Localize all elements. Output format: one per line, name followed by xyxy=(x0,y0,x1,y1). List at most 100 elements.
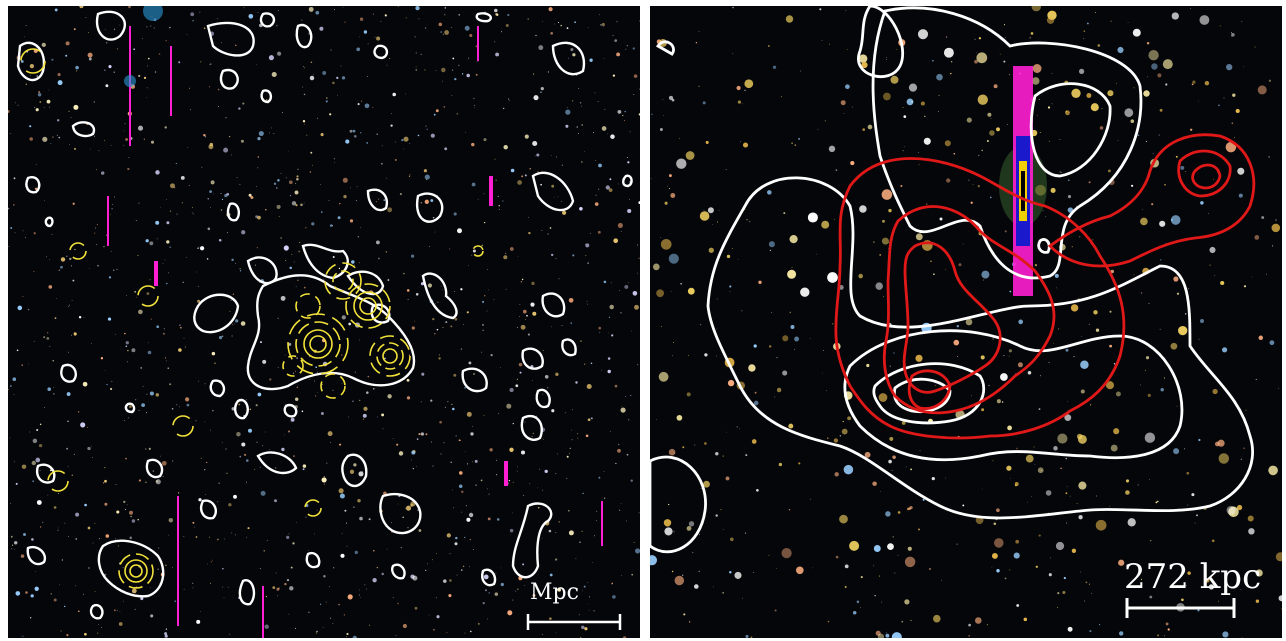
galaxy xyxy=(378,198,380,200)
galaxy xyxy=(933,614,941,623)
galaxy xyxy=(1064,414,1072,421)
galaxy xyxy=(175,162,177,165)
galaxy xyxy=(833,219,835,221)
galaxy xyxy=(1190,8,1191,9)
galaxy xyxy=(405,17,407,19)
galaxy xyxy=(1165,622,1169,626)
galaxy xyxy=(83,593,84,595)
galaxy xyxy=(737,100,741,104)
galaxy xyxy=(338,267,341,270)
galaxy xyxy=(283,245,289,251)
galaxy xyxy=(303,286,306,289)
galaxy xyxy=(221,335,224,338)
galaxy xyxy=(877,633,884,638)
galaxy xyxy=(1013,552,1020,559)
galaxy xyxy=(402,623,407,629)
galaxy xyxy=(468,57,470,59)
galaxy xyxy=(227,586,229,588)
galaxy xyxy=(703,209,705,211)
galaxy xyxy=(1140,578,1143,581)
galaxy xyxy=(221,442,223,444)
galaxy xyxy=(1124,108,1134,118)
galaxy xyxy=(436,615,440,619)
galaxy xyxy=(46,99,51,104)
galaxy xyxy=(141,38,143,40)
galaxy xyxy=(68,351,70,353)
galaxy xyxy=(453,507,454,509)
galaxy xyxy=(456,113,459,115)
galaxy xyxy=(885,632,887,634)
galaxy xyxy=(149,279,151,281)
galaxy xyxy=(296,357,298,359)
galaxy xyxy=(75,538,77,540)
galaxy xyxy=(1003,355,1005,356)
galaxy xyxy=(107,317,112,321)
galaxy xyxy=(338,488,344,494)
galaxy xyxy=(821,220,830,229)
galaxy xyxy=(325,100,328,103)
galaxy xyxy=(284,434,285,436)
galaxy xyxy=(835,169,838,172)
galaxy xyxy=(353,463,357,467)
galaxy xyxy=(329,586,330,588)
galaxy xyxy=(285,177,287,179)
galaxy xyxy=(339,443,342,446)
galaxy xyxy=(626,45,628,47)
galaxy xyxy=(159,206,161,208)
galaxy xyxy=(878,393,888,402)
galaxy xyxy=(349,129,353,133)
galaxy xyxy=(186,403,190,407)
galaxy xyxy=(610,134,615,139)
galaxy xyxy=(791,267,793,268)
galaxy xyxy=(336,76,339,80)
galaxy xyxy=(902,106,904,108)
galaxy xyxy=(630,395,632,397)
galaxy xyxy=(1110,20,1112,22)
galaxy xyxy=(624,111,626,113)
galaxy xyxy=(185,397,190,402)
galaxy xyxy=(597,188,600,190)
galaxy xyxy=(1131,184,1134,187)
galaxy xyxy=(1109,344,1112,348)
galaxy xyxy=(1047,106,1051,109)
galaxy xyxy=(1247,515,1254,522)
galaxy xyxy=(981,408,985,412)
galaxy xyxy=(774,609,777,612)
galaxy xyxy=(125,509,127,510)
galaxy xyxy=(497,196,499,198)
bright-star xyxy=(143,6,163,21)
galaxy xyxy=(557,588,561,592)
galaxy xyxy=(423,169,427,173)
galaxy xyxy=(464,451,466,453)
galaxy xyxy=(711,224,713,225)
galaxy xyxy=(567,57,569,59)
galaxy xyxy=(231,258,234,262)
galaxy xyxy=(915,354,923,362)
galaxy xyxy=(98,624,100,625)
galaxy xyxy=(138,74,141,77)
galaxy xyxy=(352,400,354,402)
galaxy xyxy=(582,492,584,495)
galaxy xyxy=(638,20,640,22)
galaxy xyxy=(915,233,923,241)
galaxy xyxy=(25,83,28,86)
galaxy xyxy=(245,459,249,462)
galaxy xyxy=(629,131,631,133)
galaxy xyxy=(406,378,410,382)
galaxy xyxy=(1255,378,1257,380)
galaxy xyxy=(441,67,446,73)
galaxy xyxy=(104,466,106,469)
galaxy xyxy=(570,322,573,325)
galaxy xyxy=(71,334,72,336)
galaxy xyxy=(864,451,871,458)
galaxy xyxy=(345,139,350,144)
galaxy xyxy=(47,332,49,334)
galaxy xyxy=(64,605,66,608)
galaxy xyxy=(387,207,393,213)
galaxy xyxy=(746,219,748,221)
galaxy xyxy=(1197,609,1200,612)
galaxy xyxy=(306,134,308,136)
galaxy xyxy=(303,93,306,96)
galaxy xyxy=(1038,98,1040,100)
galaxy xyxy=(438,354,440,356)
